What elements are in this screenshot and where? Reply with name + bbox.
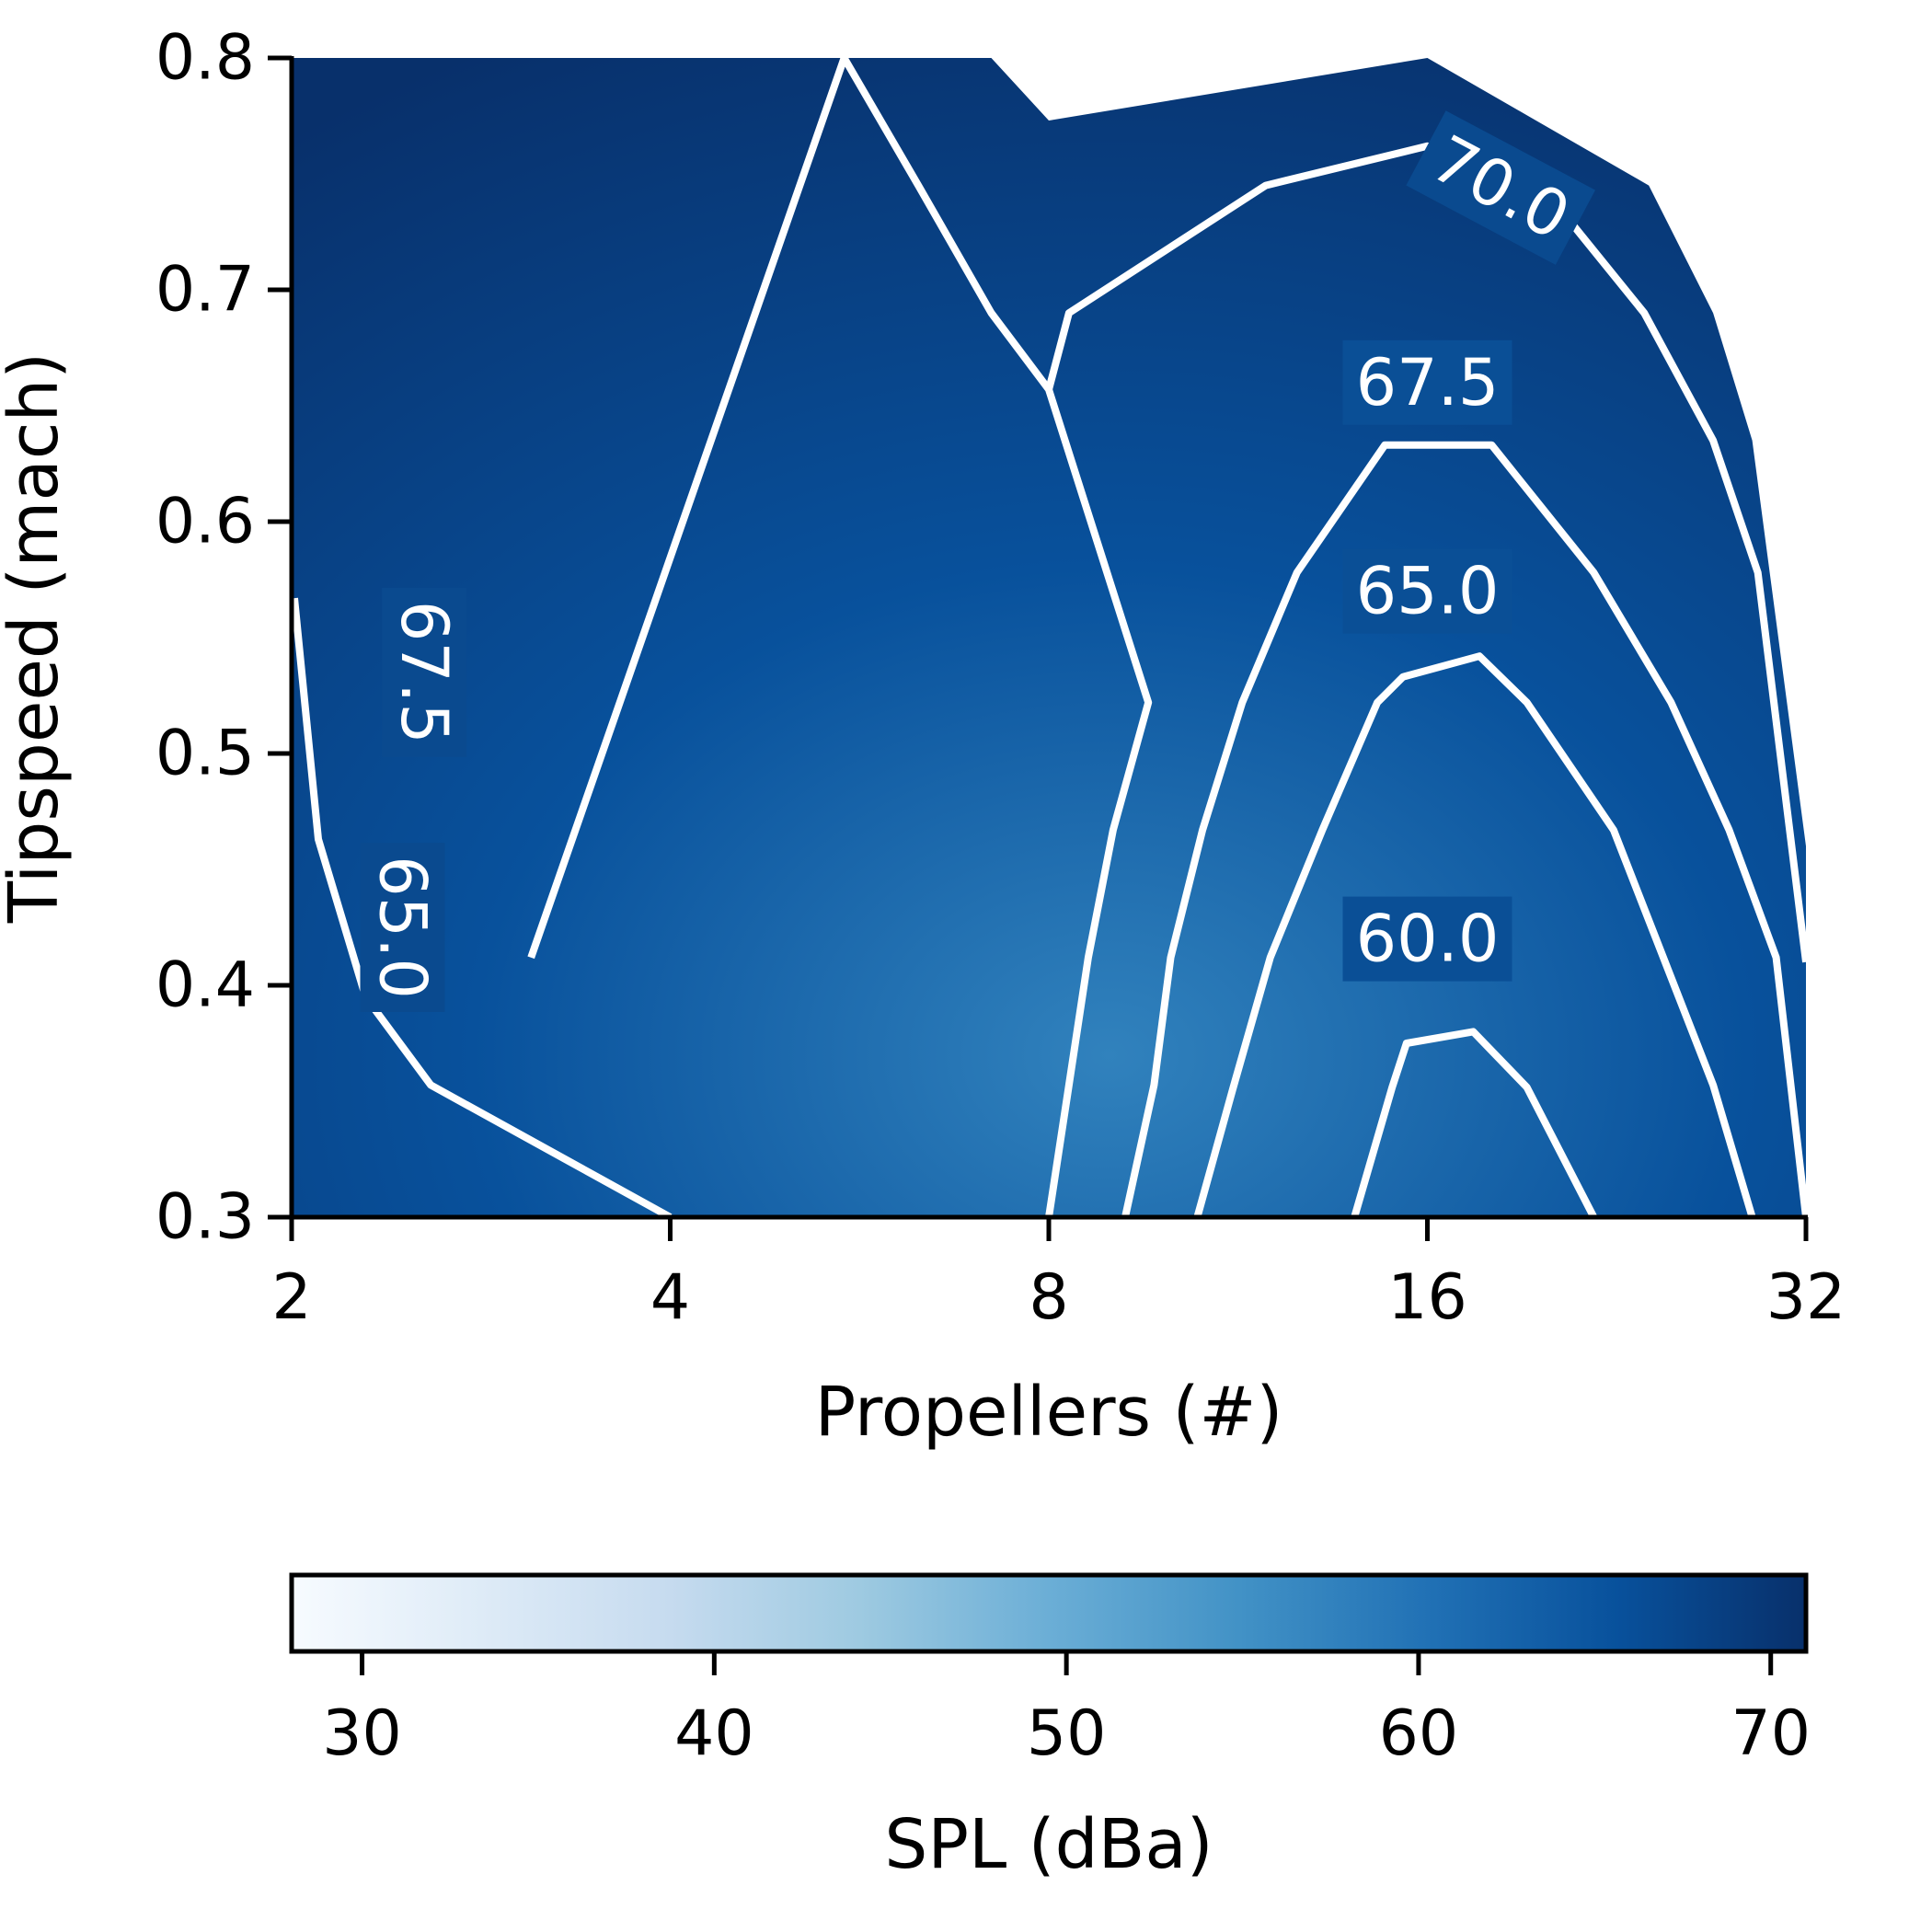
colorbar-ticks: 30 40 50 60 70 xyxy=(322,1651,1811,1770)
plot-area: 60.065.065.067.567.570.0 xyxy=(291,54,1810,1221)
contour-label-group-0: 60.0 xyxy=(1342,896,1512,982)
contour-line-67-5-4 xyxy=(527,54,1153,1218)
y-tick-label: 0.3 xyxy=(155,1181,255,1254)
contour-label-group-2: 65.0 xyxy=(360,843,445,1012)
colorbar-tick-label: 30 xyxy=(322,1697,402,1770)
contour-label-3: 67.5 xyxy=(1356,345,1500,420)
contour-label-gap-3 xyxy=(1342,339,1512,425)
x-axis-label: Propellers (#) xyxy=(815,1373,1283,1452)
y-tick-label: 0.5 xyxy=(155,718,255,790)
y-tick-label: 0.7 xyxy=(155,254,255,327)
contour-labels: 60.065.065.067.567.570.0 xyxy=(360,110,1596,1012)
colorbar-tick-label: 70 xyxy=(1731,1697,1811,1770)
contour-label-gap-2 xyxy=(360,843,445,1012)
contour-line-67-5-3 xyxy=(1121,441,1810,1218)
x-tick-label: 4 xyxy=(650,1261,690,1334)
axes: 2 4 8 16 32 0.3 0.4 0.5 0.6 0.7 0.8 xyxy=(155,22,1846,1335)
y-axis-ticks: 0.3 0.4 0.5 0.6 0.7 0.8 xyxy=(155,22,292,1254)
contour-line-60-0 xyxy=(1351,1028,1597,1219)
colorbar-gradient xyxy=(289,1572,1809,1654)
colorbar-tick-label: 50 xyxy=(1027,1697,1107,1770)
contour-label-group-1: 65.0 xyxy=(1342,548,1512,634)
x-axis-ticks: 2 4 8 16 32 xyxy=(271,1217,1846,1334)
contour-label-4: 67.5 xyxy=(386,601,462,744)
colorbar-label: SPL (dBa) xyxy=(884,1805,1213,1884)
y-tick-label: 0.4 xyxy=(155,949,255,1022)
contour-label-group-3: 67.5 xyxy=(1342,339,1512,425)
x-tick-label: 32 xyxy=(1766,1261,1846,1334)
x-tick-label: 16 xyxy=(1387,1261,1467,1334)
contour-label-gap-4 xyxy=(382,587,467,757)
contour-label-gap-0 xyxy=(1342,896,1512,982)
contour-label-0: 60.0 xyxy=(1356,902,1500,977)
contour-label-group-4: 67.5 xyxy=(382,587,467,757)
contour-label-gap-5 xyxy=(1406,110,1596,265)
y-tick-label: 0.6 xyxy=(155,486,255,558)
contour-line-65-1 xyxy=(1193,652,1756,1219)
contour-label-gap-1 xyxy=(1342,548,1512,634)
y-axis-label: Tipspeed (mach) xyxy=(0,352,74,924)
contour-label-2: 65.0 xyxy=(365,856,441,999)
colorbar: 30 40 50 60 70 SPL (dBa) xyxy=(289,1572,1811,1884)
contour-label-1: 65.0 xyxy=(1356,554,1500,629)
x-tick-label: 8 xyxy=(1029,1261,1068,1334)
x-tick-label: 2 xyxy=(271,1261,311,1334)
colorbar-tick-label: 60 xyxy=(1379,1697,1459,1770)
colorbar-tick-label: 40 xyxy=(674,1697,754,1770)
y-tick-label: 0.8 xyxy=(155,22,255,95)
